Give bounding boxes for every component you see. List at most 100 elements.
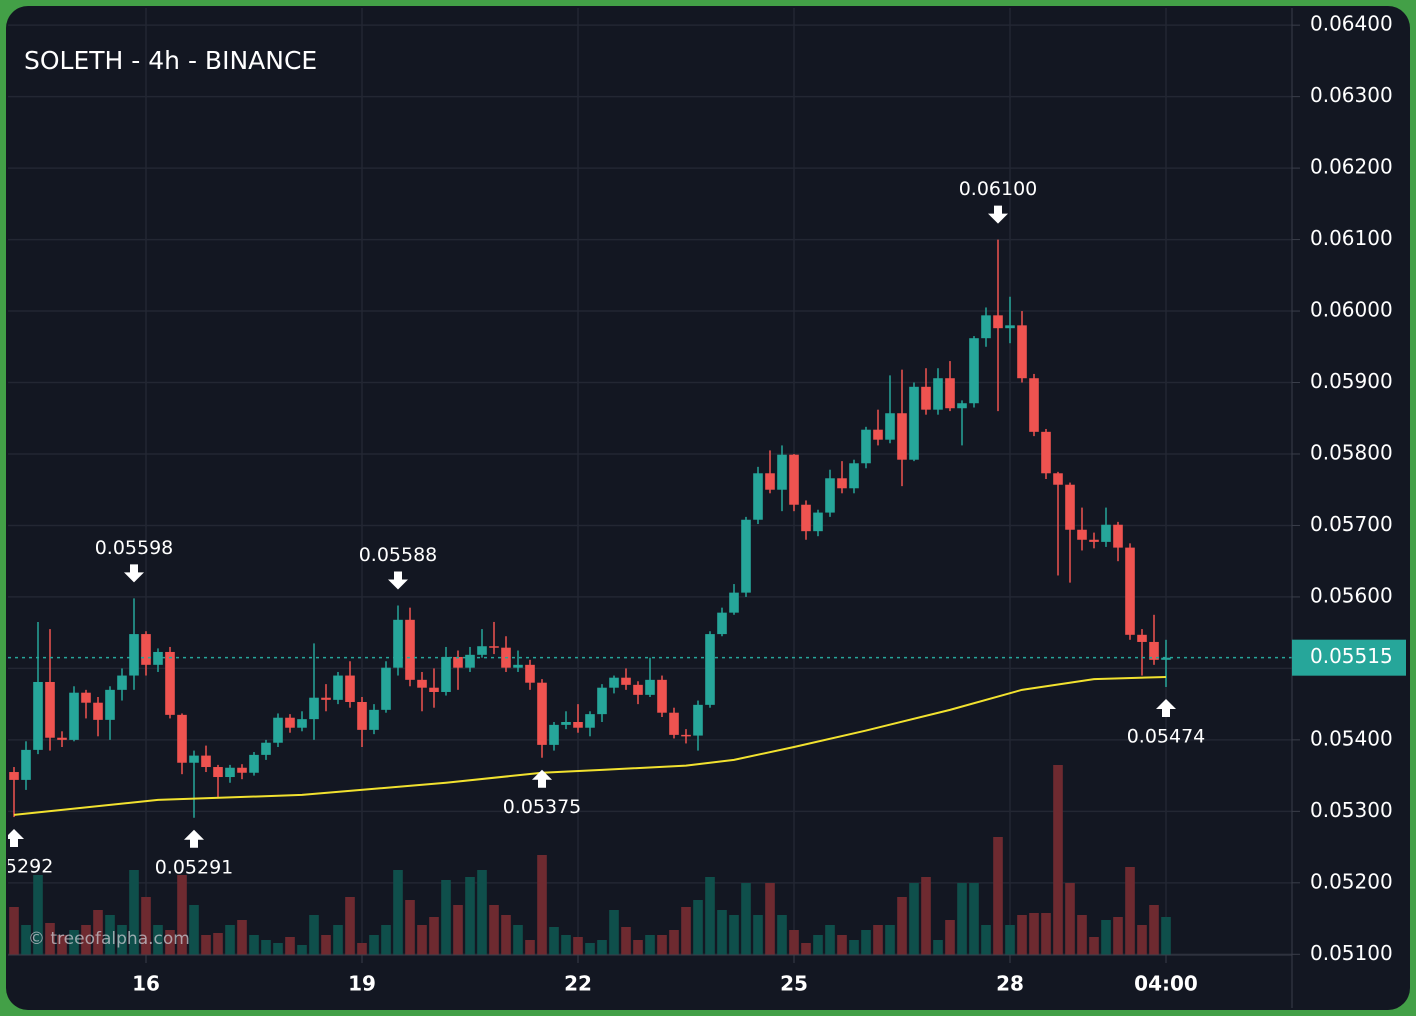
annotation-label: 0.05292 bbox=[0, 856, 53, 878]
x-tick-label: 16 bbox=[132, 972, 160, 996]
candle-body bbox=[1113, 524, 1123, 548]
candle-body bbox=[681, 734, 691, 737]
candle-body bbox=[873, 429, 883, 440]
candle-body bbox=[945, 378, 955, 409]
candle-body bbox=[861, 429, 871, 464]
arrow-up bbox=[532, 769, 552, 788]
volume-bar bbox=[993, 837, 1003, 955]
candle-body bbox=[1161, 657, 1171, 660]
candle-body bbox=[453, 656, 463, 668]
volume-bar bbox=[1041, 913, 1051, 955]
candle-body bbox=[45, 681, 55, 738]
volume-bar bbox=[1053, 765, 1063, 955]
volume-bar bbox=[681, 907, 691, 955]
y-tick-label: 0.06100 bbox=[1310, 226, 1393, 250]
volume-bar bbox=[261, 940, 271, 955]
volume-bar bbox=[861, 930, 871, 955]
arrow-up bbox=[1156, 698, 1176, 717]
panel bbox=[6, 6, 1410, 1010]
candle-body bbox=[69, 692, 79, 740]
x-tick-label: 25 bbox=[780, 972, 808, 996]
volume-bar bbox=[945, 920, 955, 955]
volume-bar bbox=[981, 925, 991, 955]
volume-bar bbox=[225, 925, 235, 955]
volume-bar bbox=[837, 935, 847, 955]
x-tick-label: 22 bbox=[564, 972, 592, 996]
volume-bar bbox=[189, 905, 199, 955]
volume-bar bbox=[753, 915, 763, 955]
candle-body bbox=[441, 656, 451, 692]
candle-body bbox=[957, 403, 967, 409]
candle-body bbox=[81, 692, 91, 703]
candle-body bbox=[393, 619, 403, 668]
candle-body bbox=[477, 646, 487, 655]
volume-bar bbox=[717, 910, 727, 955]
candle-body bbox=[345, 675, 355, 702]
candle-body bbox=[273, 717, 283, 743]
candle-body bbox=[777, 454, 787, 490]
candle-body bbox=[693, 704, 703, 736]
candle-body bbox=[261, 742, 271, 755]
volume-bar bbox=[153, 925, 163, 955]
candle-body bbox=[1101, 524, 1111, 542]
volume-bar bbox=[201, 935, 211, 955]
candle-body bbox=[801, 504, 811, 532]
candle-body bbox=[1149, 641, 1159, 660]
candle-body bbox=[789, 454, 799, 505]
volume-bar bbox=[1113, 917, 1123, 955]
volume-bar bbox=[729, 915, 739, 955]
candle-body bbox=[321, 697, 331, 700]
volume-bar bbox=[369, 935, 379, 955]
candle-body bbox=[645, 679, 655, 695]
watermark: © treeofalpha.com bbox=[28, 929, 190, 949]
candle-body bbox=[357, 701, 367, 730]
volume-bar bbox=[45, 923, 55, 955]
y-tick-label: 0.06400 bbox=[1310, 12, 1393, 36]
annotation-label: 0.05588 bbox=[359, 544, 438, 566]
candle-body bbox=[585, 714, 595, 728]
last-price-box bbox=[1292, 639, 1406, 676]
volume-bar bbox=[885, 925, 895, 955]
annotation-label: 0.05291 bbox=[155, 856, 234, 878]
volume-bar bbox=[69, 930, 79, 955]
volume-bar bbox=[849, 940, 859, 955]
volume-bar bbox=[489, 905, 499, 955]
candle-body bbox=[201, 755, 211, 768]
candle-body bbox=[225, 767, 235, 778]
x-tick-label: 19 bbox=[348, 972, 376, 996]
candle-body bbox=[741, 519, 751, 593]
candle-body bbox=[417, 679, 427, 688]
candle-body bbox=[369, 709, 379, 730]
volume-bar bbox=[177, 875, 187, 955]
arrow-up bbox=[184, 829, 204, 848]
volume-layer bbox=[9, 765, 1171, 955]
volume-bar bbox=[285, 937, 295, 955]
axes bbox=[8, 8, 1300, 1008]
volume-bar bbox=[513, 925, 523, 955]
y-tick-label: 0.05200 bbox=[1310, 869, 1393, 893]
candle-body bbox=[525, 664, 535, 683]
annotation-label: 0.06100 bbox=[959, 178, 1038, 200]
x-tick-label: 04:00 bbox=[1134, 972, 1198, 996]
arrow-down bbox=[988, 205, 1008, 224]
volume-bar bbox=[117, 925, 127, 955]
candle-body bbox=[537, 682, 547, 745]
volume-bar bbox=[1005, 925, 1015, 955]
y-tick-label: 0.05100 bbox=[1310, 941, 1393, 965]
volume-bar bbox=[765, 883, 775, 955]
volume-bar bbox=[549, 927, 559, 955]
candle-body bbox=[213, 767, 223, 778]
volume-bar bbox=[1161, 917, 1171, 955]
volume-bar bbox=[573, 937, 583, 955]
candle-body bbox=[33, 681, 43, 750]
candle-body bbox=[609, 677, 619, 688]
volume-bar bbox=[381, 925, 391, 955]
candle-body bbox=[9, 772, 19, 780]
volume-bar bbox=[1065, 883, 1075, 955]
volume-bar bbox=[561, 935, 571, 955]
candle-body bbox=[297, 719, 307, 728]
volume-bar bbox=[1101, 920, 1111, 955]
candle-body bbox=[549, 724, 559, 745]
moving-average bbox=[13, 675, 1167, 816]
